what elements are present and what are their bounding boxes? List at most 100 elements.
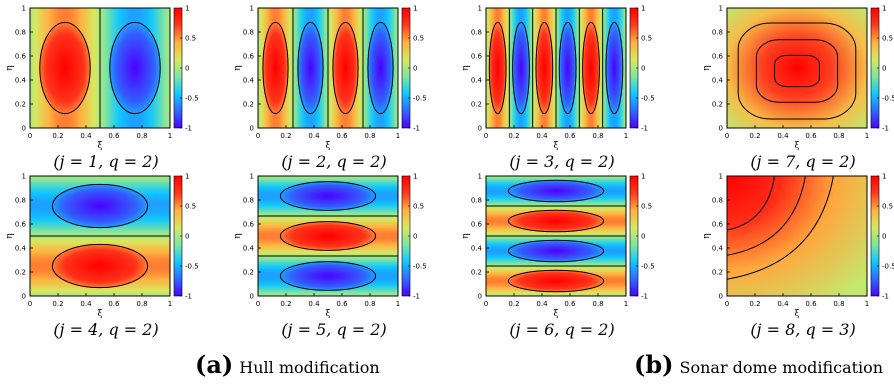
y-tick-label: 0.8 — [15, 29, 26, 37]
contour-lobe — [367, 21, 394, 115]
y-tick-label: 0.6 — [243, 221, 255, 229]
y-axis-label: η — [5, 65, 15, 70]
x-axis-label: ξ — [326, 309, 331, 319]
colorbar-tick-label: 0 — [641, 65, 645, 73]
subfigure-b-label: (b) Sonar dome modification — [634, 350, 883, 379]
x-tick-label: 0.6 — [564, 132, 576, 140]
plot-frame — [257, 7, 399, 129]
x-tick-label: 0.4 — [777, 300, 789, 308]
x-tick-label: 1 — [168, 300, 172, 308]
colorbar-tick-label: 0 — [185, 65, 189, 73]
contour-lobe — [51, 183, 149, 229]
plot-frame — [29, 175, 171, 297]
plot-frame — [726, 175, 868, 297]
colorbar-tick-label: 0.5 — [185, 35, 196, 43]
panel-caption-3: (j = 3, q = 2) — [509, 152, 615, 171]
y-tick-label: 0.4 — [471, 245, 483, 253]
y-tick-label: 0.8 — [471, 29, 482, 37]
y-tick-label: 0.6 — [712, 221, 724, 229]
y-tick-label: 0.6 — [15, 221, 27, 229]
y-tick-label: 1 — [250, 5, 254, 13]
panel-caption-2: (j = 2, q = 2) — [281, 152, 387, 171]
x-tick-label: 0.4 — [80, 300, 92, 308]
colorbar-tick-label: -1 — [641, 125, 648, 133]
x-tick-label: 1 — [865, 300, 869, 308]
x-tick-label: 1 — [396, 300, 400, 308]
contour-lobe — [279, 221, 377, 251]
colorbar-tick-label: 0 — [185, 233, 189, 241]
y-tick-label: 0.2 — [243, 269, 254, 277]
x-axis-label: ξ — [795, 141, 800, 151]
contour-line — [726, 175, 834, 280]
colorbar-tick-label: -0.5 — [413, 95, 427, 103]
colorbar-tick-label: 0 — [413, 233, 417, 241]
colorbar-tick-label: 1 — [185, 5, 189, 13]
subfigure-a-tag: (a) — [195, 350, 234, 379]
y-tick-label: 0.4 — [712, 77, 724, 85]
x-tick-label: 0.4 — [536, 132, 548, 140]
y-tick-label: 0.4 — [471, 77, 483, 85]
y-tick-label: 0.6 — [471, 53, 483, 61]
y-tick-label: 0.6 — [712, 53, 724, 61]
y-axis-label: η — [5, 233, 15, 238]
colorbar-tick-label: -1 — [185, 293, 192, 301]
colorbar-tick-label: 0.5 — [882, 203, 893, 211]
y-axis-label: η — [702, 65, 712, 70]
x-tick-label: 0.6 — [805, 300, 817, 308]
y-tick-label: 0.8 — [15, 197, 26, 205]
x-tick-label: 0.8 — [136, 300, 147, 308]
field-8 — [727, 176, 867, 296]
panel-caption-6: (j = 5, q = 2) — [281, 320, 387, 339]
y-tick-label: 0.2 — [712, 101, 723, 109]
contour-lobe — [507, 269, 605, 293]
colorbar-tick-label: 0 — [641, 233, 645, 241]
y-tick-label: 0 — [250, 125, 254, 133]
y-axis-label: η — [233, 233, 243, 238]
x-tick-label: 0.8 — [833, 300, 844, 308]
x-tick-label: 1 — [624, 132, 628, 140]
panel-caption-4: (j = 7, q = 2) — [750, 152, 856, 171]
x-tick-label: 0.4 — [80, 132, 92, 140]
subfigure-a-text: Hull modification — [239, 358, 380, 377]
y-tick-label: 0.2 — [471, 269, 482, 277]
colorbar-tick-label: -1 — [413, 125, 420, 133]
y-tick-label: 1 — [719, 5, 723, 13]
subfigure-b-text: Sonar dome modification — [679, 358, 884, 377]
colorbar-tick-label: 0.5 — [882, 35, 893, 43]
y-tick-label: 1 — [250, 173, 254, 181]
x-tick-label: 0.8 — [592, 132, 603, 140]
colorbar-tick-label: -0.5 — [185, 263, 199, 271]
field-4 — [727, 8, 867, 128]
colorbar-tick-label: 0.5 — [185, 203, 196, 211]
y-tick-label: 0.4 — [243, 77, 255, 85]
colorbar-tick-label: 1 — [413, 173, 417, 181]
y-tick-label: 0.6 — [243, 53, 255, 61]
x-axis-label: ξ — [98, 141, 103, 151]
x-tick-label: 0 — [484, 300, 488, 308]
x-tick-label: 0 — [725, 132, 729, 140]
contour-line — [726, 175, 806, 256]
plot-frame — [726, 7, 868, 129]
heatmap-panel-4: 0 0.2 0.4 0.6 0.8 1 0 0.2 0.4 0.6 0.8 1 ξ η 1 0.5 0 -0.5 -… — [702, 5, 894, 152]
x-tick-label: 0.8 — [136, 132, 147, 140]
y-axis-label: η — [461, 233, 471, 238]
panel-caption-7: (j = 6, q = 2) — [509, 320, 615, 339]
contour-lobe — [279, 261, 377, 291]
plot-frame — [257, 175, 399, 297]
y-tick-label: 0.8 — [243, 197, 254, 205]
x-tick-label: 0 — [484, 132, 488, 140]
y-tick-label: 0.2 — [243, 101, 254, 109]
x-tick-label: 0.2 — [280, 300, 291, 308]
x-tick-label: 0.2 — [508, 132, 519, 140]
contour-lobe — [109, 21, 161, 115]
panel-caption-8: (j = 8, q = 3) — [750, 320, 856, 339]
colorbar-tick-label: 0 — [413, 65, 417, 73]
x-tick-label: 0.4 — [777, 132, 789, 140]
x-tick-label: 0.6 — [564, 300, 576, 308]
x-axis-label: ξ — [554, 141, 559, 151]
contour-lobe — [507, 239, 605, 263]
x-tick-label: 0.8 — [364, 300, 375, 308]
y-tick-label: 0.4 — [243, 245, 255, 253]
y-axis-label: η — [461, 65, 471, 70]
